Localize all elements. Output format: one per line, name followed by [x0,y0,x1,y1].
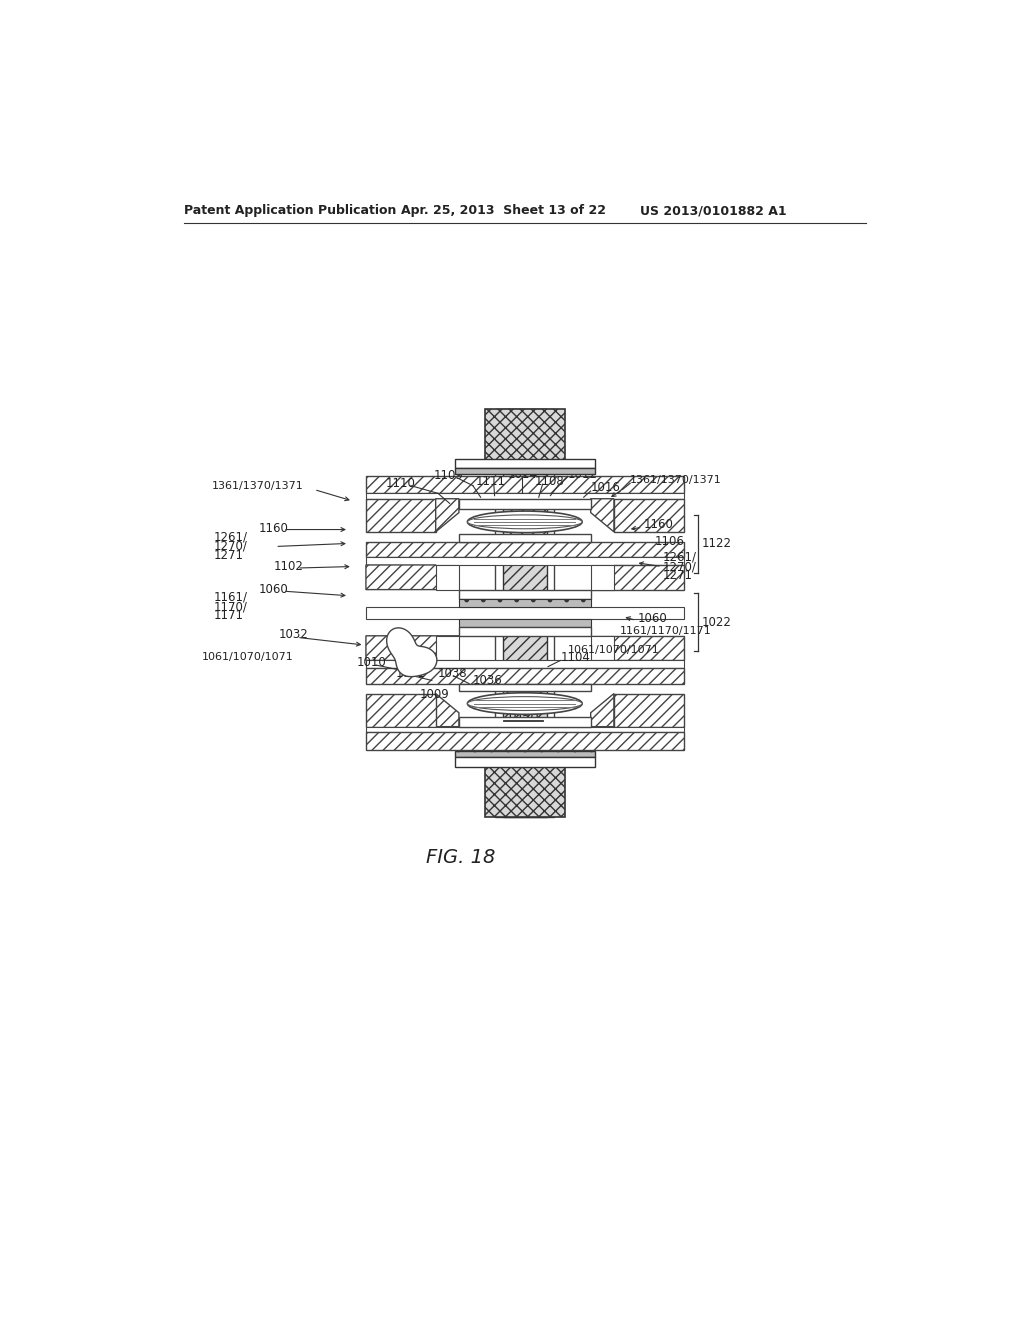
Text: 1160: 1160 [258,521,288,535]
Text: 1261/: 1261/ [213,531,247,544]
Polygon shape [366,660,684,668]
Polygon shape [459,619,591,627]
Polygon shape [366,693,435,726]
Polygon shape [591,565,614,590]
Ellipse shape [467,693,583,714]
Polygon shape [366,726,684,733]
Polygon shape [435,693,459,726]
Text: 1032: 1032 [280,628,309,640]
Text: 1271: 1271 [663,569,693,582]
Text: 1122: 1122 [701,537,731,550]
Text: 1102: 1102 [273,560,303,573]
Text: 1270/: 1270/ [663,560,696,573]
Polygon shape [366,565,459,590]
Text: 1170/: 1170/ [213,601,247,612]
Text: 1361/1370/1371: 1361/1370/1371 [212,480,303,491]
Polygon shape [455,459,595,469]
Text: 1104: 1104 [560,651,590,664]
Polygon shape [455,751,595,758]
Polygon shape [366,733,684,750]
Polygon shape [459,627,591,636]
Polygon shape [455,758,595,767]
Text: 1010: 1010 [356,656,386,669]
Polygon shape [591,636,684,660]
Text: 1014: 1014 [508,467,538,480]
Text: 1361/1370/1371: 1361/1370/1371 [630,475,722,486]
Text: 1108: 1108 [535,475,564,488]
Polygon shape [435,499,459,532]
Polygon shape [366,557,684,565]
Ellipse shape [467,515,583,529]
Polygon shape [387,628,437,677]
Text: 1050: 1050 [506,711,540,723]
Polygon shape [484,409,565,462]
Text: 1038: 1038 [438,667,468,680]
Polygon shape [614,499,684,532]
Text: Apr. 25, 2013  Sheet 13 of 22: Apr. 25, 2013 Sheet 13 of 22 [400,205,606,218]
Polygon shape [484,763,565,817]
Text: 1012: 1012 [567,467,597,480]
Polygon shape [503,409,547,817]
Polygon shape [496,409,554,817]
Polygon shape [459,499,591,508]
Polygon shape [366,499,435,532]
Polygon shape [366,636,459,660]
Text: 1011: 1011 [395,667,425,680]
Polygon shape [591,693,614,726]
Text: 1161/1170/1171: 1161/1170/1171 [620,626,711,636]
Polygon shape [459,590,591,599]
Polygon shape [366,543,684,557]
Text: 1171: 1171 [213,610,244,622]
Text: 1270/: 1270/ [213,540,247,553]
Polygon shape [435,636,459,660]
Ellipse shape [467,697,583,710]
Polygon shape [459,599,591,607]
Text: 1111: 1111 [475,475,505,488]
Text: 1261/: 1261/ [663,550,696,564]
Text: 1016: 1016 [591,482,621,495]
Polygon shape [366,494,684,499]
Ellipse shape [467,511,583,532]
Polygon shape [591,565,684,590]
Text: 1109: 1109 [434,469,464,482]
Text: 1271: 1271 [213,549,244,562]
Text: 1060: 1060 [637,611,667,624]
Polygon shape [614,693,684,726]
Text: US 2013/0101882 A1: US 2013/0101882 A1 [640,205,786,218]
Text: 1106: 1106 [655,535,685,548]
Text: Patent Application Publication: Patent Application Publication [183,205,396,218]
Polygon shape [459,684,591,692]
Text: 1110: 1110 [385,477,415,490]
Text: 1061/1070/1071: 1061/1070/1071 [202,652,293,663]
Text: 1160: 1160 [643,519,673,532]
Polygon shape [591,499,614,532]
Polygon shape [435,565,459,590]
Polygon shape [591,636,614,660]
Polygon shape [366,668,684,684]
Text: 1009: 1009 [420,688,450,701]
Polygon shape [459,717,591,726]
Polygon shape [455,469,595,474]
Text: 1161/: 1161/ [213,591,247,603]
Text: 1060: 1060 [258,583,288,597]
Text: FIG. 18: FIG. 18 [426,847,496,867]
Polygon shape [459,535,591,543]
Polygon shape [366,607,684,619]
Text: 1022: 1022 [701,616,731,628]
Text: 1036: 1036 [473,675,503,686]
Text: 1061/1070/1071: 1061/1070/1071 [568,644,659,655]
Polygon shape [366,475,684,494]
